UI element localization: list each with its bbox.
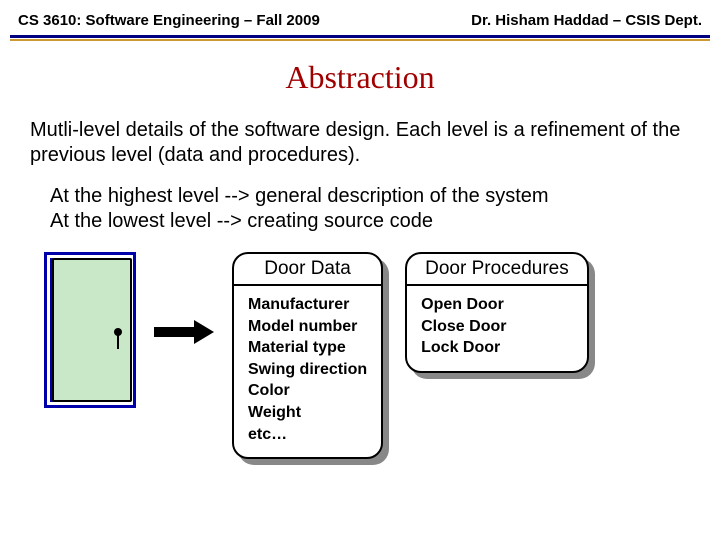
divider-primary	[10, 35, 710, 38]
diagram-row: Door Data Manufacturer Model number Mate…	[0, 234, 720, 459]
door-procedures-title: Door Procedures	[407, 254, 587, 286]
slide-title: Abstraction	[0, 59, 720, 96]
line-lowest-level: At the lowest level --> creating source …	[0, 209, 720, 234]
header-left: CS 3610: Software Engineering – Fall 200…	[18, 12, 320, 29]
list-item: etc…	[248, 424, 367, 446]
divider-accent	[10, 39, 710, 41]
list-item: Open Door	[421, 294, 573, 316]
door-procedures-box: Door Procedures Open Door Close Door Loc…	[405, 252, 589, 373]
door-data-box: Door Data Manufacturer Model number Mate…	[232, 252, 383, 459]
paragraph-intro: Mutli-level details of the software desi…	[0, 118, 720, 168]
arrow-right-icon	[154, 323, 214, 341]
list-item: Close Door	[421, 316, 573, 338]
door-icon	[40, 252, 140, 412]
list-item: Model number	[248, 316, 367, 338]
door-procedures-list: Open Door Close Door Lock Door	[407, 286, 587, 371]
list-item: Lock Door	[421, 337, 573, 359]
list-item: Weight	[248, 402, 367, 424]
list-item: Manufacturer	[248, 294, 367, 316]
slide-header: CS 3610: Software Engineering – Fall 200…	[0, 0, 720, 35]
info-boxes: Door Data Manufacturer Model number Mate…	[232, 252, 589, 459]
header-right: Dr. Hisham Haddad – CSIS Dept.	[471, 12, 702, 29]
list-item: Material type	[248, 337, 367, 359]
door-and-arrow	[40, 252, 214, 412]
door-data-title: Door Data	[234, 254, 381, 286]
list-item: Color	[248, 380, 367, 402]
door-data-list: Manufacturer Model number Material type …	[234, 286, 381, 457]
line-highest-level: At the highest level --> general descrip…	[0, 184, 720, 209]
list-item: Swing direction	[248, 359, 367, 381]
